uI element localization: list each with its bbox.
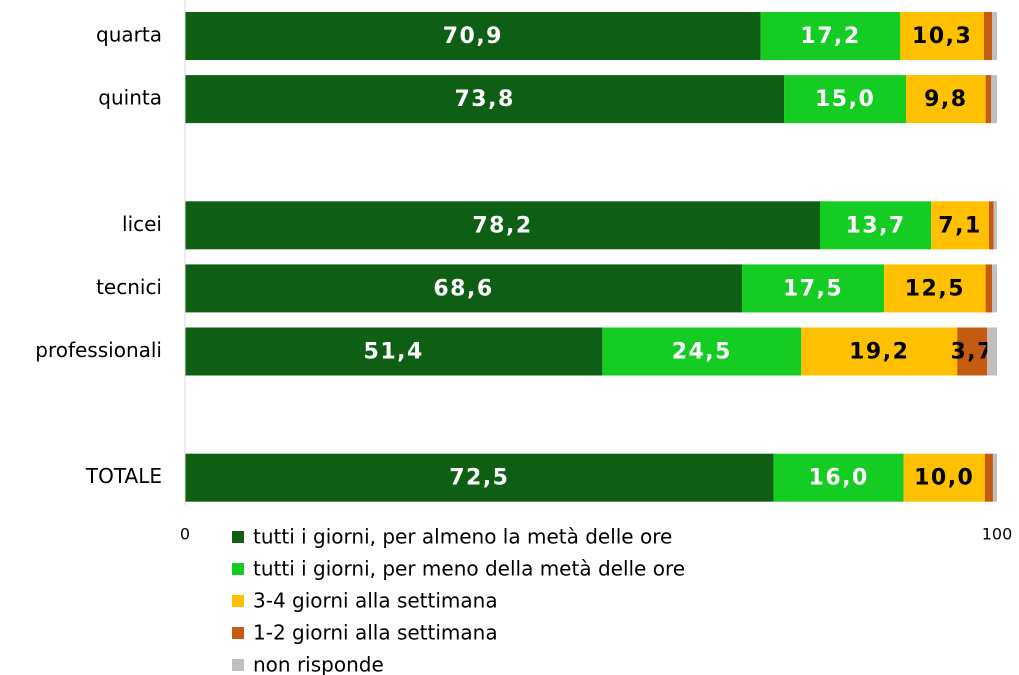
legend-swatch — [232, 531, 244, 543]
legend-label: 3-4 giorni alla settimana — [253, 589, 498, 613]
value-label: 7,1 — [938, 213, 981, 238]
bar-segment — [185, 327, 603, 376]
value-label: 9,8 — [924, 87, 967, 112]
value-label: 70,9 — [443, 24, 503, 49]
value-label: 78,2 — [472, 213, 532, 238]
bar-segment — [992, 12, 997, 60]
category-label: tecnici — [96, 275, 162, 299]
legend-swatch — [232, 563, 244, 575]
value-label: 15,0 — [815, 87, 875, 112]
bar-segment — [185, 264, 743, 313]
bar-segment — [903, 453, 985, 502]
bar-segment — [987, 327, 997, 376]
category-label: licei — [122, 212, 162, 236]
value-label: 72,5 — [449, 466, 509, 491]
bar-segment — [992, 264, 997, 313]
value-label: 17,2 — [800, 24, 860, 49]
legend-swatch — [232, 659, 244, 671]
bar-segment — [884, 264, 986, 313]
bar-segment — [900, 12, 985, 60]
category-label: TOTALE — [85, 464, 162, 488]
bar-segment — [760, 12, 901, 60]
bar-segment — [984, 453, 993, 502]
bar-segment — [992, 453, 997, 502]
bar-segment — [185, 453, 774, 502]
bar-segment — [991, 75, 997, 124]
value-label: 17,5 — [783, 276, 843, 301]
value-label: 12,5 — [905, 276, 965, 301]
bar-segment — [931, 201, 989, 250]
value-label: 10,0 — [914, 466, 974, 491]
legend-label: non risponde — [253, 653, 384, 675]
bar-segment — [742, 264, 885, 313]
bar-segment — [985, 264, 993, 313]
bar-segment — [957, 327, 988, 376]
legend-swatch — [232, 627, 244, 639]
value-label: 51,4 — [364, 340, 424, 365]
bar-segment — [984, 12, 993, 60]
value-label: 73,8 — [454, 87, 514, 112]
x-tick-label: 100 — [982, 525, 1013, 544]
legend-label: tutti i giorni, per meno della metà dell… — [253, 557, 685, 581]
bar-segment — [602, 327, 802, 376]
legend-swatch — [232, 595, 244, 607]
bar-segment — [985, 75, 992, 124]
bar-segment — [773, 453, 904, 502]
value-label: 68,6 — [433, 276, 493, 301]
category-label: quinta — [98, 86, 162, 110]
value-label: 24,5 — [672, 340, 732, 365]
bar-segment — [819, 201, 932, 250]
value-label: 16,0 — [809, 466, 869, 491]
value-label: 3,7 — [950, 340, 993, 365]
category-label: quarta — [96, 23, 162, 47]
value-label: 10,3 — [912, 24, 972, 49]
bar-segment — [801, 327, 958, 376]
bar-segment — [185, 12, 761, 60]
bar-segment — [988, 201, 994, 250]
value-label: 13,7 — [845, 213, 905, 238]
bar-segment — [185, 201, 820, 250]
bar-segment — [784, 75, 907, 124]
category-label: professionali — [35, 338, 162, 362]
legend-label: tutti i giorni, per almeno la metà delle… — [253, 525, 672, 549]
x-tick-label: 0 — [180, 525, 190, 544]
bar-segment — [185, 75, 785, 124]
bar-segment — [993, 201, 997, 250]
bar-segment — [906, 75, 986, 124]
value-label: 19,2 — [849, 340, 909, 365]
legend-label: 1-2 giorni alla settimana — [253, 621, 498, 645]
